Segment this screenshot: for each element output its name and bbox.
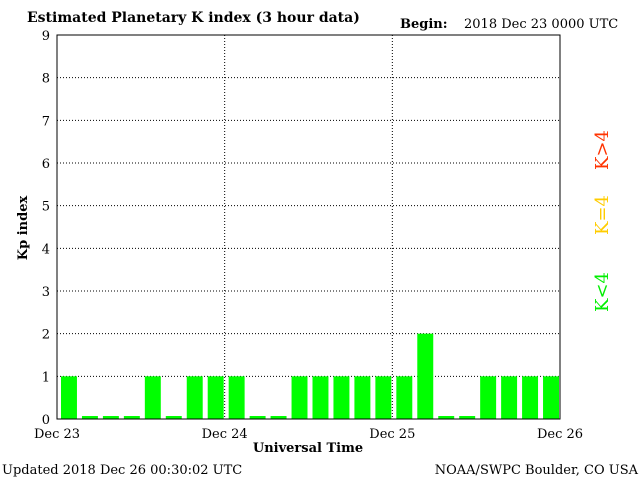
kp-bar — [417, 333, 434, 419]
kp-bar — [501, 376, 518, 419]
kp-bar — [186, 376, 203, 419]
x-tick-label: Dec 24 — [202, 427, 248, 442]
x-tick-label: Dec 25 — [369, 427, 415, 442]
y-tick-label: 9 — [42, 29, 50, 44]
kp-bar — [144, 376, 161, 419]
kp-bar — [123, 416, 140, 419]
begin-value: 2018 Dec 23 0000 UTC — [464, 17, 618, 32]
kp-bar — [207, 376, 224, 419]
y-tick-label: 7 — [42, 114, 50, 129]
plot-frame — [56, 34, 561, 420]
kp-bar — [291, 376, 308, 419]
kp-bar — [354, 376, 371, 419]
x-axis-label: Universal Time — [253, 441, 363, 456]
legend-mid: K=4 — [592, 195, 613, 235]
y-axis-label: Kp index — [16, 196, 31, 261]
y-tick-label: 3 — [42, 285, 50, 300]
kp-bar — [165, 416, 182, 419]
y-tick-label: 6 — [42, 157, 50, 172]
kp-bar — [396, 376, 413, 419]
chart-title: Estimated Planetary K index (3 hour data… — [27, 10, 360, 26]
y-tick-label: 0 — [42, 413, 50, 428]
kp-bar — [480, 376, 497, 419]
kp-bar — [228, 376, 245, 419]
kp-bar — [522, 376, 539, 419]
bars-group — [61, 333, 559, 419]
begin-label: Begin: — [400, 17, 448, 32]
source-credit: NOAA/SWPC Boulder, CO USA — [435, 463, 639, 478]
updated-timestamp: Updated 2018 Dec 26 00:30:02 UTC — [2, 463, 242, 478]
kp-bar — [438, 416, 455, 419]
x-tick-label: Dec 23 — [34, 427, 80, 442]
gridlines — [57, 35, 560, 419]
y-tick-labels: 0 1 2 3 4 5 6 7 8 9 — [42, 29, 50, 428]
x-tick-label: Dec 26 — [537, 427, 583, 442]
kp-bar — [61, 376, 77, 419]
y-tick-label: 2 — [42, 328, 50, 343]
y-tick-label: 8 — [42, 72, 50, 87]
kp-bar — [543, 376, 559, 419]
kp-bar — [270, 416, 287, 419]
y-tick-label: 5 — [42, 200, 50, 215]
kp-bar — [102, 416, 119, 419]
kp-bar — [375, 376, 392, 419]
legend-high: K>4 — [592, 130, 613, 170]
kp-bar — [249, 416, 266, 419]
kp-bar — [333, 376, 350, 419]
kp-bar — [81, 416, 98, 419]
kp-bar — [459, 416, 476, 419]
legend-low: K<4 — [592, 272, 613, 312]
y-tick-label: 1 — [42, 370, 50, 385]
x-tick-labels: Dec 23 Dec 24 Dec 25 Dec 26 — [34, 427, 583, 442]
kp-bar — [312, 376, 329, 419]
y-tick-label: 4 — [42, 242, 50, 257]
